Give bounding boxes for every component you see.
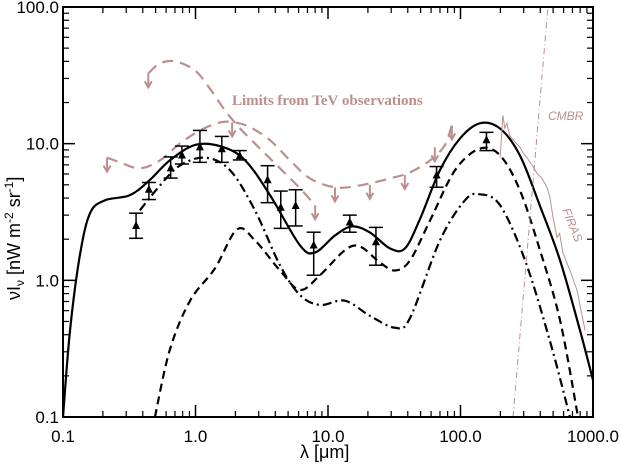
triangle-marker — [132, 220, 141, 229]
triangle-marker — [309, 240, 318, 249]
data-point — [342, 214, 357, 233]
triangle-marker — [195, 142, 204, 151]
data-point — [192, 129, 207, 164]
limit-arrow-icon — [143, 73, 153, 90]
limit-arrow-head — [365, 192, 375, 201]
limit-arrow-icon — [227, 122, 237, 139]
data-point — [214, 135, 229, 164]
y-tick-label: 1.0 — [35, 271, 59, 290]
limit-arrow-icon — [447, 125, 457, 142]
limit-arrow-head — [310, 212, 320, 222]
x-tick-label: 1000.0 — [567, 427, 619, 446]
data-point — [368, 226, 383, 266]
y-tick-label: 100.0 — [16, 0, 59, 17]
x-tick-label: 1.0 — [184, 427, 208, 446]
triangle-marker — [482, 135, 491, 144]
plot-area — [63, 7, 593, 417]
data-point — [306, 231, 321, 276]
data-point — [232, 149, 247, 161]
data-point — [288, 189, 303, 227]
data-point — [141, 181, 156, 201]
axis-ticks: 0.1 1.0 10.0 100.0 1000.0 0.1 1.0 10.0 100.0 — [16, 0, 619, 446]
stellar-model-curve — [138, 156, 572, 417]
y-label-exp-a: -2 — [2, 212, 16, 223]
cmbr-curve — [512, 7, 549, 417]
limit-arrow-icon — [330, 187, 340, 204]
limit-arrow-head — [227, 129, 237, 139]
tev-limits-label: Limits from TeV observations — [232, 93, 423, 109]
limit-arrow-icon — [102, 157, 112, 174]
triangle-marker — [345, 217, 354, 226]
tev-limit-main-curve — [106, 120, 453, 189]
limit-arrow-head — [400, 182, 410, 191]
plot-frame — [62, 6, 594, 418]
x-tick-label: 0.1 — [51, 427, 75, 446]
dust-model-curve — [153, 146, 580, 417]
firas-label: FIRAS — [559, 206, 585, 244]
triangle-marker — [177, 150, 186, 159]
limit-arrow-head — [447, 132, 457, 142]
limit-arrow-icon — [365, 184, 375, 201]
data-point — [129, 212, 144, 240]
data-point — [260, 164, 275, 204]
x-axis-label: λ [μm] — [300, 442, 349, 462]
firas-curve — [499, 115, 586, 331]
data-point — [429, 165, 444, 188]
y-tick-label: 0.1 — [35, 408, 59, 427]
triangle-marker — [217, 144, 226, 153]
y-label-main: νI — [4, 286, 24, 300]
y-label-unit-b: sr — [4, 192, 24, 212]
triangle-marker — [166, 163, 175, 172]
y-label-unit-a: [nW m — [4, 223, 24, 280]
limit-arrow-head — [430, 154, 440, 164]
limit-arrow-head — [330, 194, 340, 204]
measurement-points — [129, 129, 494, 276]
limit-arrow-icon — [400, 174, 410, 191]
triangle-marker — [235, 151, 244, 160]
y-axis-label: νIν [nW m-2 sr-1] — [2, 177, 27, 300]
cmbr-label: CMBR — [548, 109, 584, 123]
y-label-close: ] — [4, 177, 24, 182]
data-point — [174, 145, 189, 165]
limit-arrow-icon — [430, 147, 440, 164]
triangle-marker — [276, 202, 285, 211]
data-point — [273, 190, 288, 230]
triangle-marker — [263, 175, 272, 184]
tev-limit-upper-curve — [147, 59, 316, 207]
limit-arrow-icon — [310, 205, 320, 222]
x-tick-label: 100.0 — [439, 427, 482, 446]
data-point — [479, 131, 494, 152]
y-label-exp-b: -1 — [2, 181, 16, 192]
y-tick-label: 10.0 — [26, 135, 59, 154]
limit-arrow-head — [102, 165, 112, 174]
triangle-marker — [291, 200, 300, 209]
limit-arrow-head — [143, 80, 153, 90]
triangle-marker — [432, 170, 441, 179]
triangle-marker — [371, 237, 380, 246]
data-point — [163, 156, 178, 179]
x-tick-label: 10.0 — [311, 427, 344, 446]
y-label-sub: ν — [13, 280, 27, 286]
triangle-marker — [144, 184, 153, 193]
total-model-curve — [63, 121, 593, 417]
